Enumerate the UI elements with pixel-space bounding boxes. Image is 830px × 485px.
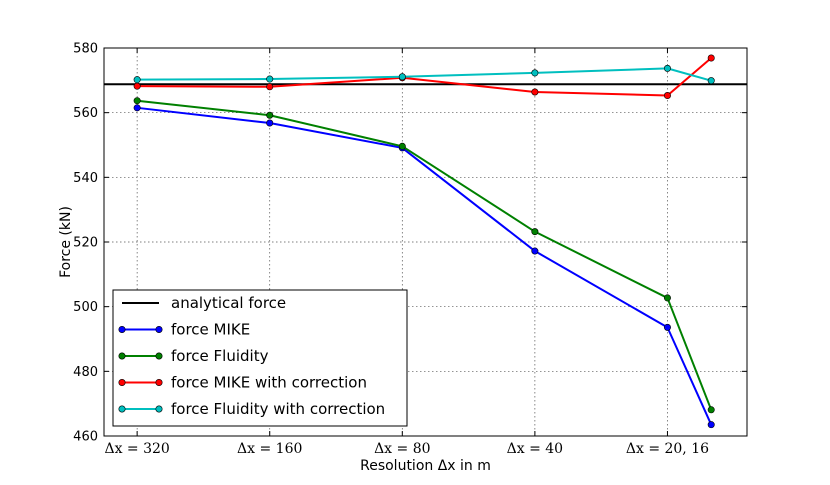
series-line — [137, 106, 713, 426]
legend-label: analytical force — [171, 294, 286, 312]
data-point — [707, 77, 715, 85]
data-point — [398, 73, 406, 81]
y-tick-label: 580 — [73, 42, 98, 57]
data-point — [707, 54, 715, 62]
x-tick-label: Δx = 20, 16 — [626, 441, 709, 457]
data-point — [663, 294, 671, 302]
legend-label: force Fluidity — [171, 347, 269, 365]
legend-label: force Fluidity with correction — [171, 400, 385, 418]
y-tick-label: 540 — [73, 171, 98, 186]
y-tick-label: 480 — [73, 365, 98, 380]
grid-lines — [104, 47, 747, 437]
data-point — [398, 142, 406, 150]
series-3 — [133, 64, 715, 85]
series-2 — [133, 54, 715, 100]
data-point — [266, 75, 274, 83]
data-point — [531, 247, 539, 255]
series-line — [137, 67, 712, 82]
data-point — [133, 97, 141, 105]
y-tick-label: 520 — [73, 236, 98, 251]
data-point — [531, 88, 539, 96]
x-tick-label: Δx = 80 — [374, 441, 430, 457]
x-axis: Δx = 320 Δx = 160 Δx = 80 Δx = 40 Δx = 20, 1… — [104, 48, 709, 457]
legend-marker — [118, 325, 126, 333]
x-tick-label: Δx = 160 — [237, 441, 302, 457]
series-1 — [133, 97, 715, 414]
data-point — [663, 323, 671, 331]
data-point — [663, 64, 671, 72]
legend-marker — [155, 325, 163, 333]
legend: analytical force force MIKE force Fluidity… — [112, 289, 408, 427]
data-point — [266, 83, 274, 91]
series-group — [133, 54, 715, 429]
legend-marker — [155, 405, 163, 413]
data-point — [707, 421, 715, 429]
legend-marker — [118, 378, 126, 386]
y-axis-label: Force (kN) — [58, 206, 74, 278]
x-tick-label: Δx = 320 — [104, 441, 169, 457]
legend-label: force MIKE — [171, 321, 250, 339]
legend-label: force MIKE with correction — [171, 374, 367, 392]
y-tick-label: 500 — [73, 300, 98, 315]
data-point — [707, 406, 715, 414]
data-point — [266, 111, 274, 119]
data-point — [266, 119, 274, 127]
data-point — [133, 104, 141, 112]
data-point — [663, 92, 671, 100]
legend-marker — [118, 352, 126, 360]
legend-box — [112, 289, 408, 427]
data-point — [133, 76, 141, 84]
y-axis: 460 480 500 520 540 560 580 — [73, 42, 747, 445]
legend-marker — [155, 378, 163, 386]
series-line — [137, 57, 712, 97]
data-point — [531, 69, 539, 77]
data-point — [531, 228, 539, 236]
y-tick-label: 560 — [73, 106, 98, 121]
legend-marker — [118, 405, 126, 413]
legend-marker — [155, 352, 163, 360]
y-tick-label: 460 — [73, 430, 98, 445]
data-point — [133, 82, 141, 90]
series-line — [137, 99, 713, 411]
x-tick-label: Δx = 40 — [507, 441, 563, 457]
x-axis-label: Resolution Δx in m — [360, 458, 491, 474]
series-0 — [133, 104, 715, 429]
